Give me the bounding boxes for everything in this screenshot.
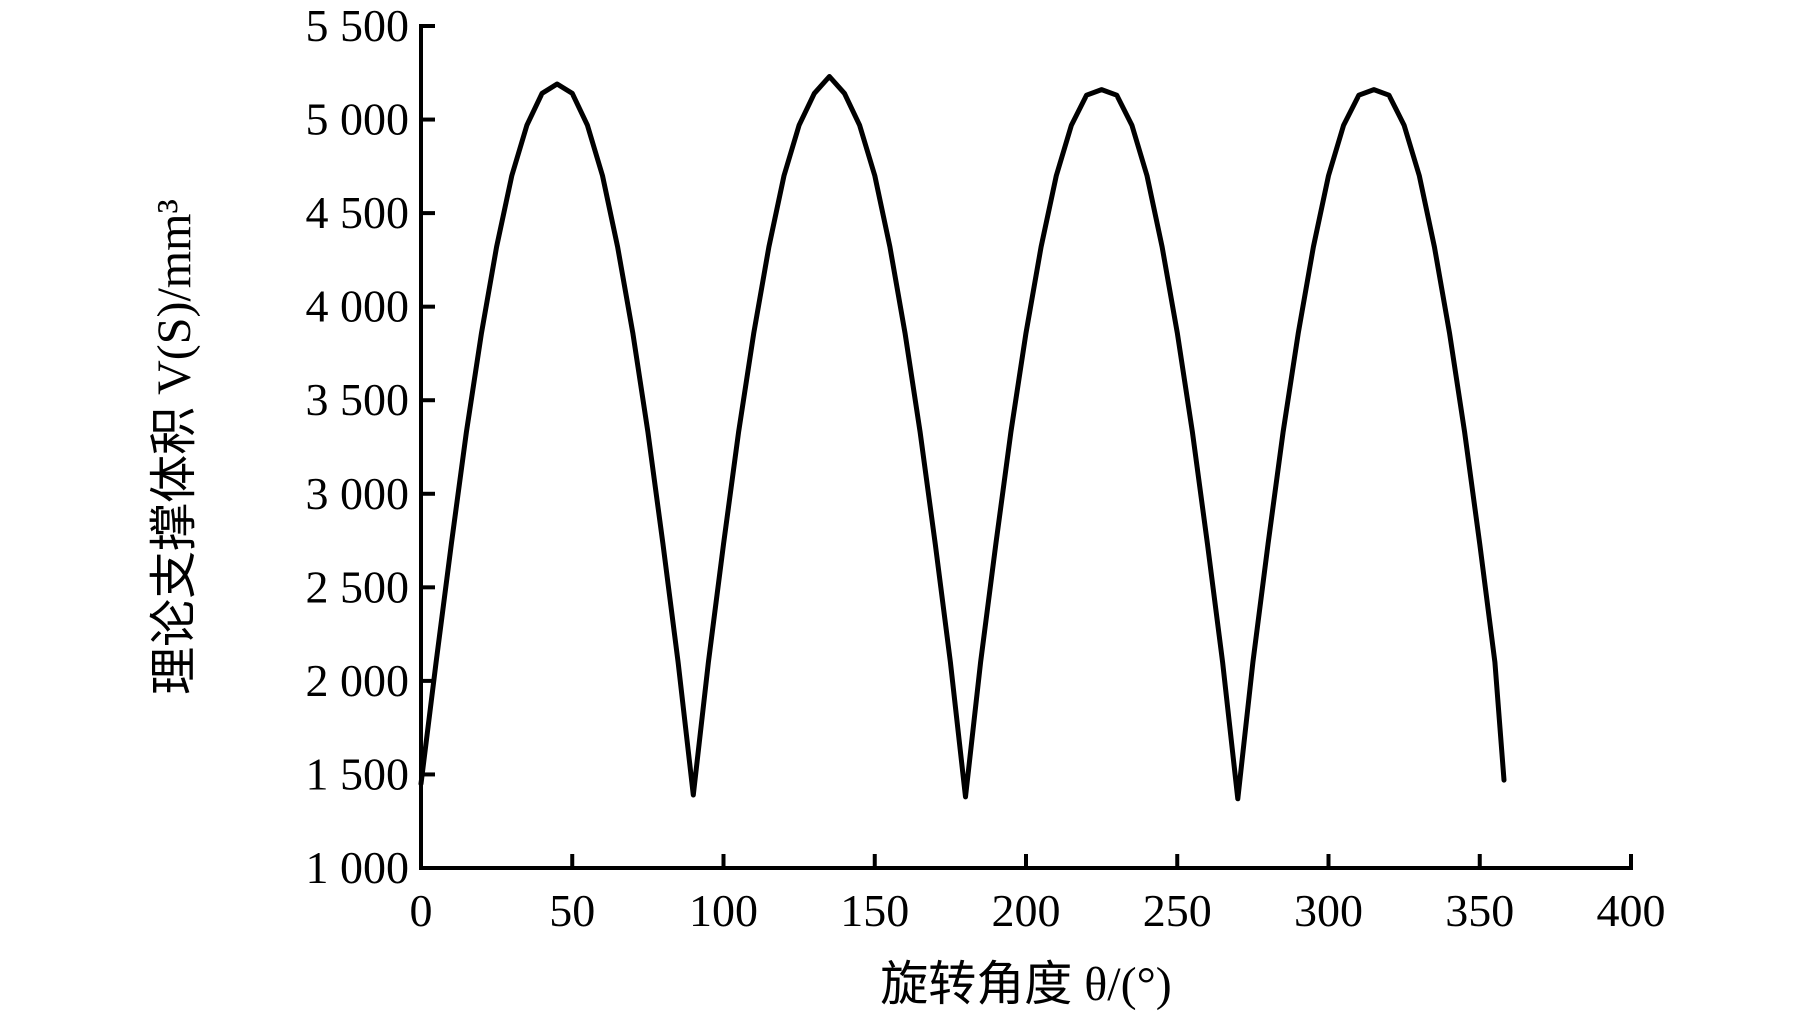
x-tick-label: 250 — [1143, 885, 1212, 936]
x-axis-title: 旋转角度 θ/(°) — [880, 958, 1172, 1011]
x-tick-label: 150 — [840, 885, 909, 936]
y-tick-label: 5 000 — [306, 94, 410, 145]
x-tick-label: 400 — [1597, 885, 1666, 936]
y-tick-label: 1 000 — [306, 842, 410, 893]
data-line — [418, 74, 1507, 802]
x-tick-label: 300 — [1294, 885, 1363, 936]
x-tick-label: 100 — [689, 885, 758, 936]
x-tick-label: 50 — [549, 885, 595, 936]
y-tick-label: 5 500 — [306, 0, 410, 51]
y-tick-label: 4 000 — [306, 281, 410, 332]
y-axis-title: 理论支撑体积 V(S)/mm³ — [148, 199, 201, 695]
x-tick-label: 350 — [1445, 885, 1514, 936]
x-tick-label: 0 — [410, 885, 433, 936]
x-tick-label: 200 — [992, 885, 1061, 936]
y-tick-label: 4 500 — [306, 187, 410, 238]
y-tick-label: 3 500 — [306, 374, 410, 425]
y-tick-label: 2 500 — [306, 561, 410, 612]
y-tick-label: 3 000 — [306, 468, 410, 519]
y-tick-label: 2 000 — [306, 655, 410, 706]
y-tick-label: 1 500 — [306, 748, 410, 799]
